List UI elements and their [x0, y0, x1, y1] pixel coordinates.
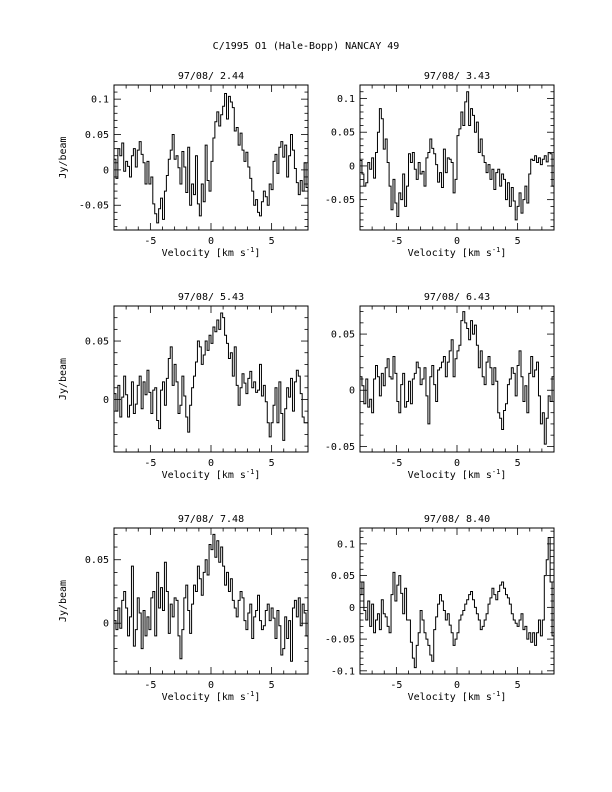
x-tick-label: -5 — [390, 458, 402, 469]
x-axis-label-bracket: ] — [254, 692, 260, 703]
x-tick-label: 5 — [515, 236, 521, 247]
x-axis-label-bracket: ] — [500, 248, 506, 259]
y-tick-label: 0.1 — [91, 95, 109, 106]
spectrum-line — [114, 533, 308, 662]
y-tick-label: 0.1 — [337, 539, 355, 550]
x-axis-label-bracket: ] — [254, 248, 260, 259]
y-tick-label: 0.05 — [331, 571, 355, 582]
panel-1: 97/08/ 2.44 -5 0 5 -0.05 0 0.05 0.1 Velocity [km… — [58, 71, 309, 259]
x-axis-label-exponent: -1 — [246, 246, 254, 254]
x-tick-label: 0 — [208, 458, 214, 469]
x-tick-label: 5 — [515, 458, 521, 469]
x-axis-label-exponent: -1 — [246, 468, 254, 476]
x-tick-label: 0 — [454, 236, 460, 247]
x-axis-label: Velocity [km s-1] — [162, 468, 261, 481]
x-tick-label: 0 — [208, 680, 214, 691]
panel-frame — [359, 527, 555, 675]
x-axis-label-exponent: -1 — [492, 468, 500, 476]
figure-title: C/1995 O1 (Hale-Bopp) NANCAY 49 — [213, 41, 400, 52]
x-tick-label: 0 — [208, 236, 214, 247]
x-axis-label-bracket: ] — [500, 470, 506, 481]
panel-title: 97/08/ 2.44 — [178, 71, 244, 82]
x-axis-label-text: Velocity [km s — [408, 470, 492, 481]
y-tick-label: -0.05 — [79, 201, 109, 212]
panel-5: 97/08/ 7.48 -5 0 5 0 0.05 Velocity [km s-1] Jy/… — [58, 514, 309, 703]
y-tick-label: 0.05 — [85, 337, 109, 348]
panel-frame — [359, 305, 555, 453]
panel-title: 97/08/ 5.43 — [178, 292, 244, 303]
y-tick-label: 0.05 — [331, 330, 355, 341]
x-tick-label: 0 — [454, 458, 460, 469]
x-tick-label: 0 — [454, 680, 460, 691]
y-tick-label: 0 — [103, 395, 109, 406]
panel-3: 97/08/ 5.43 -5 0 5 0 0.05 Velocity [km s-1] Jy/… — [58, 292, 309, 481]
panel-title: 97/08/ 6.43 — [424, 292, 490, 303]
y-tick-label: 0 — [103, 165, 109, 176]
y-tick-label: 0.05 — [331, 128, 355, 139]
x-axis-label-text: Velocity [km s — [408, 248, 492, 259]
x-axis-label-exponent: -1 — [492, 690, 500, 698]
x-tick-label: 5 — [269, 458, 275, 469]
panel-title: 97/08/ 8.40 — [424, 514, 490, 525]
y-tick-label: 0 — [349, 161, 355, 172]
panel-title: 97/08/ 7.48 — [178, 514, 244, 525]
x-axis-label: Velocity [km s-1] — [162, 246, 261, 259]
y-tick-label: -0.05 — [325, 195, 355, 206]
panel-frame — [113, 305, 309, 453]
x-tick-label: -5 — [144, 458, 156, 469]
x-tick-label: 5 — [269, 680, 275, 691]
x-tick-label: 5 — [269, 236, 275, 247]
y-axis-label: Jy/beam — [58, 580, 69, 622]
x-axis-label-exponent: -1 — [246, 690, 254, 698]
y-tick-label: 0.05 — [85, 130, 109, 141]
y-axis-label: Jy/beam — [58, 136, 69, 178]
y-axis-label: Jy/beam — [58, 358, 69, 400]
x-axis-label-text: Velocity [km s — [162, 470, 246, 481]
x-axis-label-text: Velocity [km s — [162, 692, 246, 703]
x-axis-label-text: Velocity [km s — [162, 248, 246, 259]
x-axis-label-text: Velocity [km s — [408, 692, 492, 703]
panel-6: 97/08/ 8.40 -5 0 5 -0.1 -0.05 0 0.05 0.1 Velocity… — [325, 514, 555, 703]
x-tick-label: 5 — [515, 680, 521, 691]
x-axis-label: Velocity [km s-1] — [162, 690, 261, 703]
y-tick-label: 0.1 — [337, 94, 355, 105]
spectrum-line — [360, 311, 555, 445]
panel-2: 97/08/ 3.43 -5 0 5 -0.05 0 0.05 0.1 Velocity [km… — [325, 71, 555, 259]
y-tick-label: 0 — [349, 386, 355, 397]
x-axis-label: Velocity [km s-1] — [408, 690, 507, 703]
x-tick-label: -5 — [390, 236, 402, 247]
x-tick-label: -5 — [144, 236, 156, 247]
x-axis-label: Velocity [km s-1] — [408, 246, 507, 259]
spectrum-line — [114, 312, 308, 441]
spectrum-line — [114, 92, 308, 224]
y-tick-label: -0.05 — [325, 635, 355, 646]
y-tick-label: 0.05 — [85, 555, 109, 566]
x-tick-label: -5 — [390, 680, 402, 691]
panel-title: 97/08/ 3.43 — [424, 71, 490, 82]
x-axis-label-bracket: ] — [254, 470, 260, 481]
panel-4: 97/08/ 6.43 -5 0 5 -0.05 0 0.05 Velocity [km s-… — [325, 292, 555, 481]
y-tick-label: 0 — [103, 619, 109, 630]
x-axis-label: Velocity [km s-1] — [408, 468, 507, 481]
y-tick-label: -0.1 — [331, 666, 355, 677]
spectrum-line — [360, 537, 555, 669]
spectrum-line — [360, 91, 555, 221]
x-axis-label-bracket: ] — [500, 692, 506, 703]
x-tick-label: -5 — [144, 680, 156, 691]
x-axis-label-exponent: -1 — [492, 246, 500, 254]
y-tick-label: 0 — [349, 603, 355, 614]
y-tick-label: -0.05 — [325, 442, 355, 453]
